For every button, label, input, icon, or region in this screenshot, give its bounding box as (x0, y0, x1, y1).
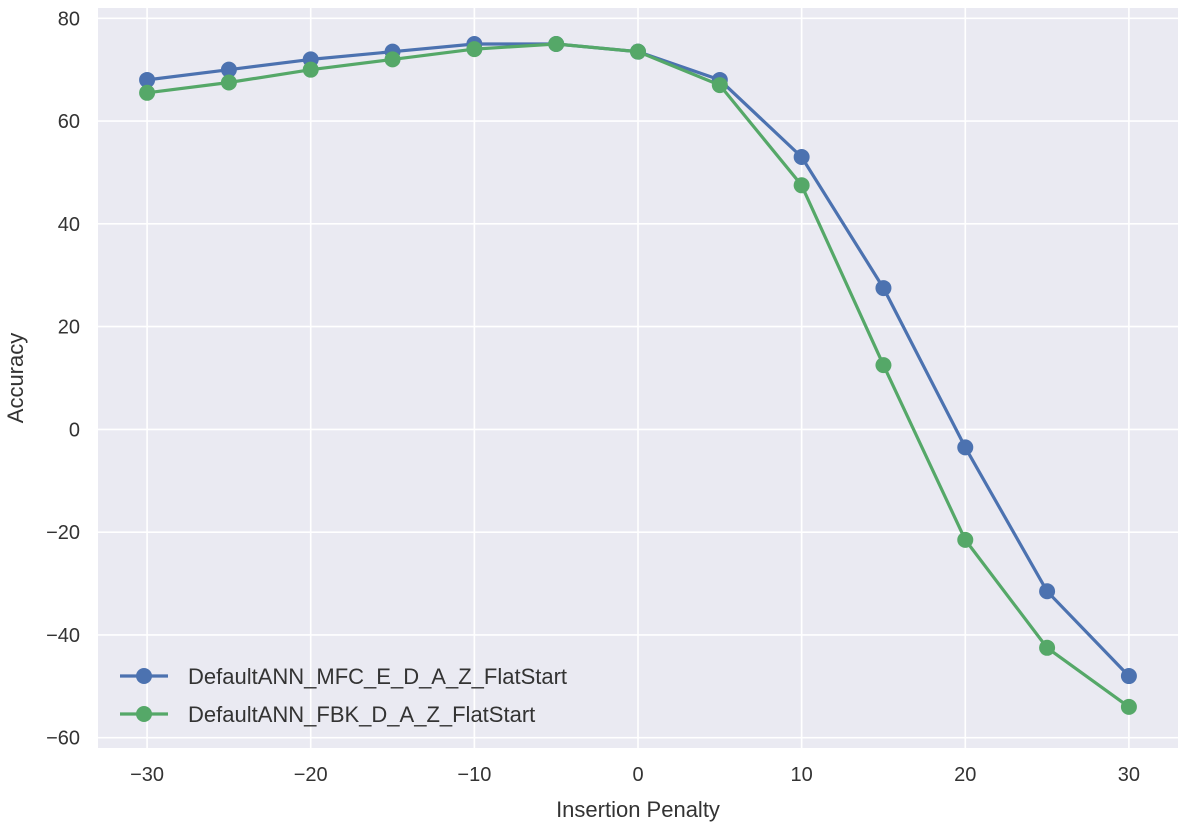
x-tick-label: 10 (791, 764, 813, 786)
data-point (957, 531, 974, 548)
data-point (1120, 668, 1137, 685)
legend-marker (136, 668, 152, 684)
data-point (711, 77, 728, 94)
y-tick-label: 20 (58, 317, 80, 339)
y-axis-ticks: 80 60 40 20 0 −20 −40 −60 (46, 8, 80, 749)
legend-label: DefaultANN_MFC_E_D_A_Z_FlatStart (188, 664, 567, 689)
grid-lines (98, 8, 1178, 748)
data-point (220, 74, 237, 91)
data-point (875, 357, 892, 374)
data-point (139, 71, 156, 88)
legend-label: DefaultANN_FBK_D_A_Z_FlatStart (188, 702, 535, 727)
data-point (630, 43, 646, 60)
x-tick-label: 0 (632, 764, 643, 786)
legend: DefaultANN_MFC_E_D_A_Z_FlatStart DefaultA… (120, 664, 567, 727)
data-point (302, 61, 319, 78)
x-axis-ticks: −30 −20 −10 0 10 20 30 (130, 764, 1140, 786)
series-2 (139, 35, 1137, 715)
x-tick-label: 30 (1118, 764, 1140, 786)
x-tick-label: −20 (294, 764, 328, 786)
y-tick-label: 0 (69, 419, 80, 441)
data-point (875, 280, 892, 297)
data-point (139, 84, 156, 101)
data-point (793, 177, 810, 194)
y-tick-label: 60 (58, 111, 80, 133)
legend-marker (136, 706, 152, 722)
y-axis-label: Accuracy (3, 333, 28, 423)
x-tick-label: −10 (457, 764, 491, 786)
data-point (548, 35, 565, 52)
y-tick-label: −60 (46, 728, 80, 750)
x-tick-label: 20 (954, 764, 976, 786)
data-point (466, 41, 483, 58)
y-tick-label: 80 (58, 8, 80, 30)
data-point (1120, 698, 1137, 715)
data-point (1039, 583, 1056, 600)
data-point (793, 149, 810, 166)
data-point (384, 51, 401, 68)
series-layer (139, 35, 1137, 715)
legend-item: DefaultANN_FBK_D_A_Z_FlatStart (120, 702, 535, 727)
y-tick-label: −40 (46, 625, 80, 647)
y-tick-label: 40 (58, 214, 80, 236)
legend-item: DefaultANN_MFC_E_D_A_Z_FlatStart (120, 664, 567, 689)
x-tick-label: −30 (130, 764, 164, 786)
data-point (957, 439, 974, 456)
data-point (1039, 639, 1056, 656)
y-tick-label: −20 (46, 522, 80, 544)
x-axis-label: Insertion Penalty (556, 797, 720, 822)
data-point (220, 61, 237, 78)
